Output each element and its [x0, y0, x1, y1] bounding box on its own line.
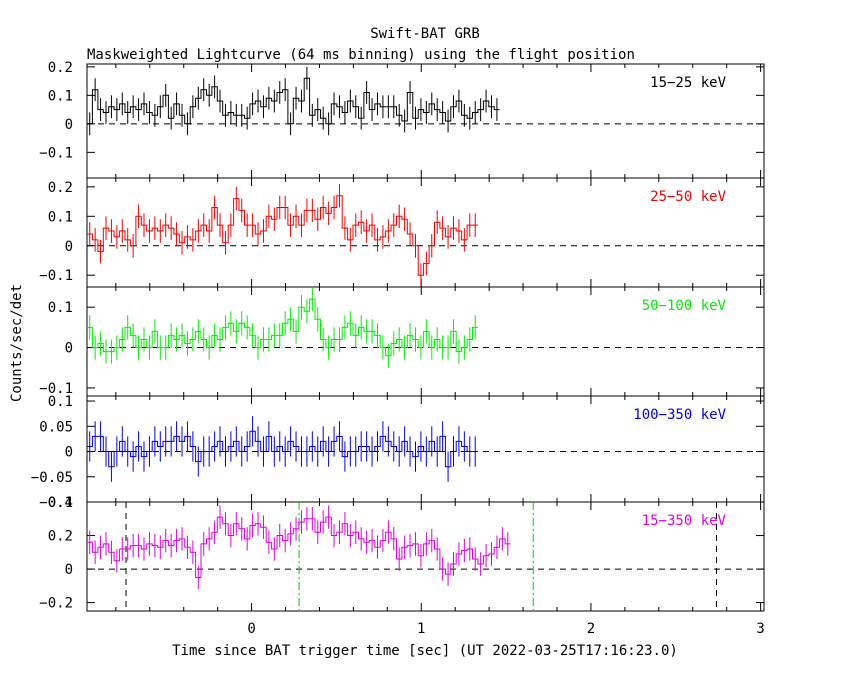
band-label: 25−50 keV	[650, 189, 726, 205]
panel-4: −0.1 −0.05 0 0.05 0.1 100−350 keV	[31, 394, 765, 511]
y-tick-label: −0.2	[39, 596, 73, 612]
panel-2: −0.1 0 0.1 0.2 25−50 keV	[39, 177, 765, 288]
x-tick-label: 3	[756, 621, 764, 637]
x-tick-label: 1	[417, 621, 425, 637]
y-tick-label: −0.1	[39, 495, 73, 511]
y-tick-label: 0.2	[48, 529, 73, 545]
y-tick-label: −0.1	[39, 145, 73, 161]
series-step-line	[87, 430, 478, 468]
series-step-line	[87, 195, 478, 276]
series-step-line	[87, 77, 500, 125]
x-tick-label: 0	[247, 621, 255, 637]
band-label: 15−25 keV	[650, 75, 726, 91]
y-tick-label: 0.4	[48, 495, 73, 511]
y-tick-label: −0.05	[31, 470, 73, 486]
band-label: 50−100 keV	[642, 298, 727, 314]
band-label: 15−350 keV	[642, 513, 727, 529]
panel-5: −0.2 0 0.2 0.4 15−350 keV	[39, 495, 765, 612]
y-tick-label: −0.1	[39, 381, 73, 397]
y-tick-label: 0	[65, 562, 73, 578]
x-tick-label: 2	[587, 621, 595, 637]
y-tick-label: 0.1	[48, 300, 73, 316]
panel-3: −0.1 0 0.1 50−100 keV	[39, 286, 765, 397]
panels-group: −0.1 0 0.1 0.2 15−25 keV −0.1 0 0.1 0.2 25−50 keV…	[31, 60, 765, 637]
chart-subtitle: Maskweighted Lightcurve (64 ms binning) …	[87, 47, 635, 63]
y-tick-label: 0	[65, 239, 73, 255]
band-label: 100−350 keV	[633, 407, 726, 423]
x-axis-label: Time since BAT trigger time [sec] (UT 20…	[172, 643, 678, 659]
y-tick-label: 0.2	[48, 60, 73, 76]
y-tick-label: 0.1	[48, 394, 73, 410]
y-tick-label: 0	[65, 445, 73, 461]
chart-title: Swift-BAT GRB	[370, 26, 480, 42]
series-step-line	[87, 298, 478, 357]
y-tick-label: 0	[65, 341, 73, 357]
series-step-line	[87, 516, 511, 578]
panel-frame	[86, 501, 765, 612]
y-tick-label: −0.1	[39, 268, 73, 284]
y-axis-label: Counts/sec/det	[9, 284, 25, 402]
y-tick-label: 0.05	[39, 419, 73, 435]
y-tick-label: 0.1	[48, 88, 73, 104]
panel-1: −0.1 0 0.1 0.2 15−25 keV	[39, 60, 765, 179]
y-tick-label: 0.1	[48, 209, 73, 225]
y-tick-label: 0.2	[48, 180, 73, 196]
y-tick-label: 0	[65, 117, 73, 133]
